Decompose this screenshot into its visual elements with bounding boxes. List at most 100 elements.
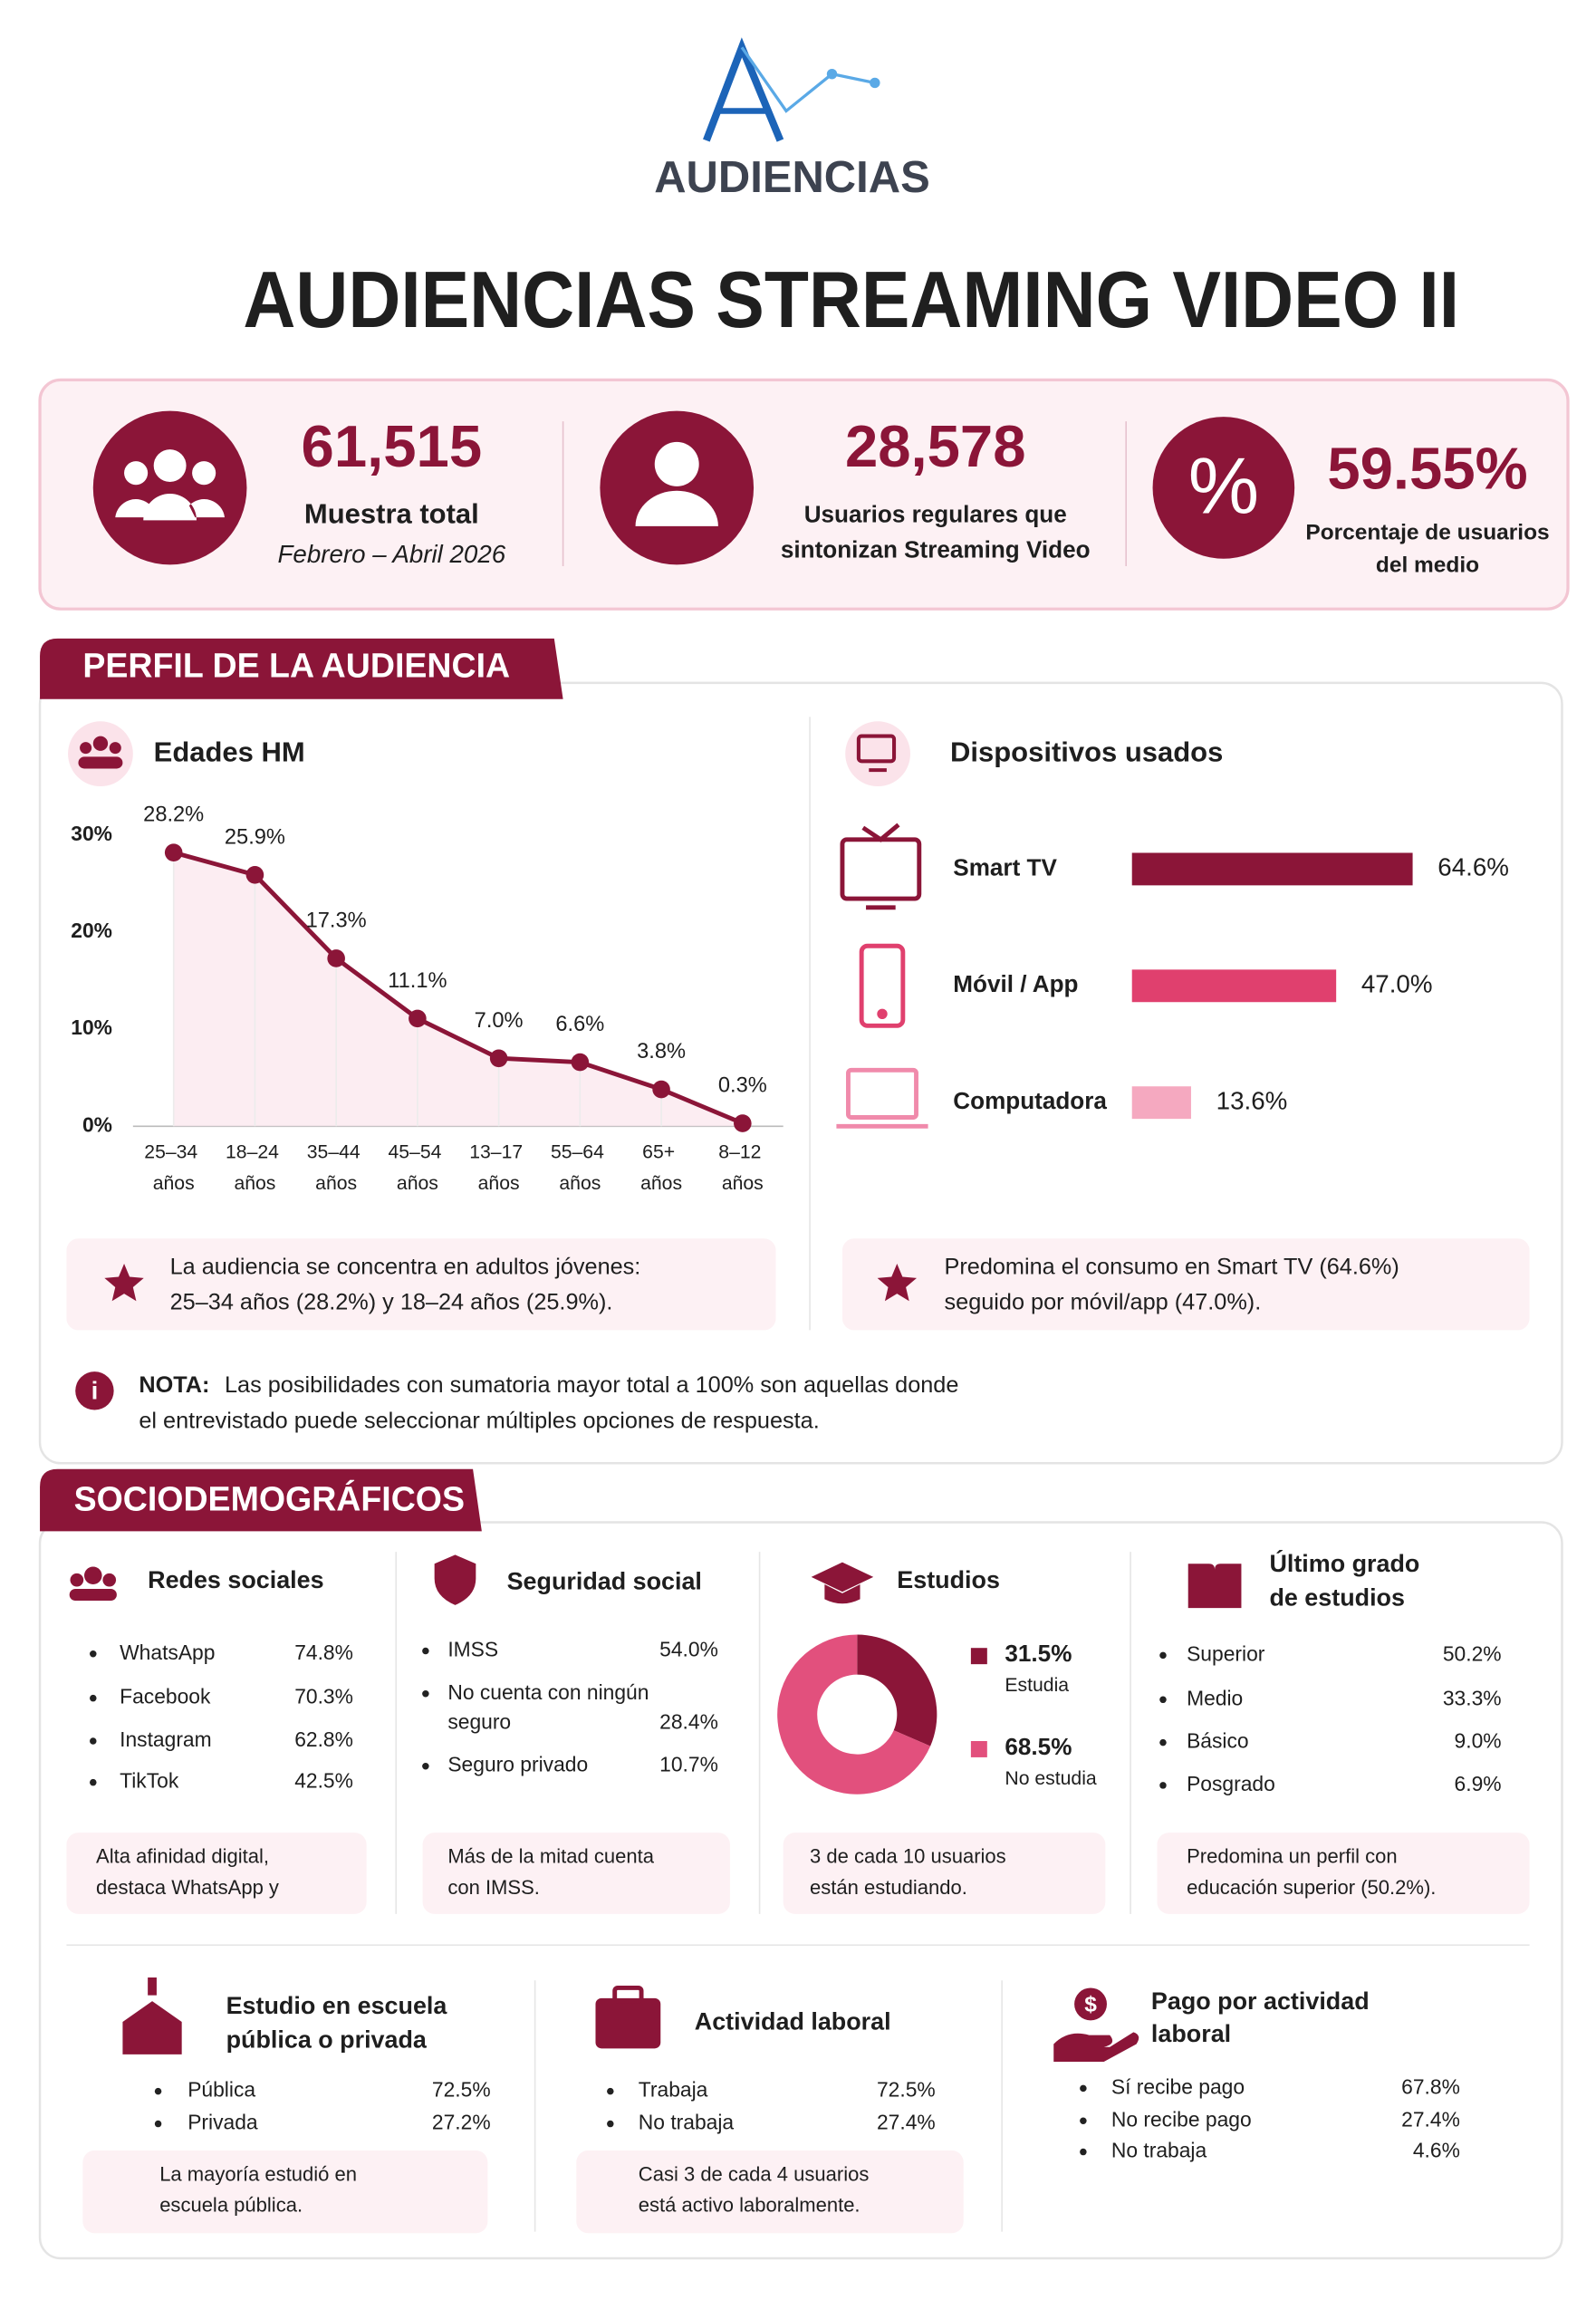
bullet bbox=[1080, 2117, 1087, 2125]
note-text: Alta afinidad digital, bbox=[96, 1845, 269, 1868]
point bbox=[489, 1049, 508, 1068]
item-label: Seguro privado bbox=[447, 1753, 588, 1776]
point bbox=[409, 1009, 427, 1028]
y-tick-label: 0% bbox=[82, 1112, 112, 1136]
card-title: de estudios bbox=[1269, 1583, 1405, 1611]
y-tick-label: 30% bbox=[71, 822, 112, 845]
kpi-icon bbox=[600, 410, 755, 565]
note-box bbox=[1157, 1833, 1530, 1914]
data-label: 28.2% bbox=[143, 803, 204, 827]
logo-line bbox=[740, 46, 876, 113]
data-label: 7.0% bbox=[475, 1009, 524, 1033]
kpi-value: 59.55% bbox=[1327, 435, 1527, 501]
y-tick-label: 10% bbox=[71, 1015, 112, 1039]
note-text: destaca WhatsApp y bbox=[96, 1876, 279, 1899]
item-value: 10.7% bbox=[659, 1753, 718, 1776]
bullet bbox=[154, 2087, 162, 2095]
x-tick-label: 25–34 años bbox=[144, 1141, 203, 1193]
note-box bbox=[422, 1833, 730, 1914]
category-label: Móvil / App bbox=[953, 970, 1078, 997]
note-text: Las posibilidades con sumatoria mayor to… bbox=[225, 1372, 958, 1398]
item-value: 50.2% bbox=[1443, 1641, 1502, 1665]
item-value: 72.5% bbox=[877, 2078, 936, 2102]
star-icon bbox=[104, 1264, 144, 1302]
note-text: Predomina el consumo en Smart TV (64.6%) bbox=[945, 1255, 1399, 1280]
card-icon bbox=[69, 1554, 1242, 2063]
item-label: Instagram bbox=[120, 1727, 212, 1751]
note-box bbox=[66, 1833, 367, 1914]
note-text: seguido por móvil/app (47.0%). bbox=[945, 1290, 1262, 1315]
divider bbox=[66, 1552, 1530, 2232]
note-text: el entrevistado puede seleccionar múltip… bbox=[139, 1408, 819, 1433]
data-label: 25.9% bbox=[225, 825, 285, 849]
kpi-label: del medio bbox=[1376, 553, 1479, 577]
donut-segment bbox=[777, 1634, 931, 1795]
line bbox=[173, 850, 744, 1126]
item-label: Facebook bbox=[120, 1685, 211, 1708]
device-icon bbox=[859, 943, 906, 1028]
category-label: Computadora bbox=[953, 1087, 1107, 1114]
note-text: 3 de cada 10 usuarios bbox=[810, 1845, 1006, 1868]
device-icon bbox=[840, 823, 922, 910]
chart-icon bbox=[856, 734, 897, 773]
svg-text:%: % bbox=[1188, 441, 1259, 531]
note-text: está activo laboralmente. bbox=[639, 2194, 860, 2217]
item-label: Privada bbox=[187, 2111, 258, 2134]
note-box bbox=[841, 1238, 1530, 1331]
chart-title: Edades HM bbox=[154, 736, 305, 767]
data-label: 3.8% bbox=[637, 1040, 686, 1063]
note-text: Predomina un perfil con bbox=[1187, 1845, 1398, 1868]
item-value: 67.8% bbox=[1401, 2074, 1460, 2098]
kpi-icon bbox=[92, 410, 247, 565]
legend-label: No estudia bbox=[1005, 1768, 1097, 1789]
item-label: No trabaja bbox=[639, 2111, 735, 2134]
item-label: Pública bbox=[187, 2078, 255, 2102]
bullet bbox=[1159, 1696, 1167, 1704]
note-box bbox=[82, 2150, 488, 2234]
card-title: Pago por actividad bbox=[1151, 1987, 1370, 2015]
section-heading: PERFIL DE LA AUDIENCIA bbox=[82, 646, 510, 684]
data-label: 13.6% bbox=[1216, 1087, 1288, 1115]
bullet bbox=[1159, 1651, 1167, 1660]
chart-icon bbox=[845, 721, 910, 787]
device-icon bbox=[836, 1067, 928, 1129]
category-label: Smart TV bbox=[953, 853, 1057, 880]
item-label: Trabaja bbox=[639, 2078, 708, 2102]
item-label: Posgrado bbox=[1187, 1772, 1275, 1795]
note-text: Más de la mitad cuenta bbox=[447, 1845, 654, 1868]
bullet bbox=[607, 2087, 614, 2095]
kpi-sub: Febrero – Abril 2026 bbox=[278, 540, 506, 568]
bullet bbox=[1159, 1738, 1167, 1746]
legend-swatch bbox=[970, 1648, 987, 1665]
card-title: Estudio en escuela bbox=[226, 1992, 448, 2019]
section-heading: SOCIODEMOGRÁFICOS bbox=[74, 1480, 465, 1518]
star-icon bbox=[877, 1264, 918, 1302]
info-icon: i bbox=[91, 1376, 99, 1404]
chart-title: Dispositivos usados bbox=[950, 736, 1223, 767]
logo bbox=[703, 37, 880, 142]
kpi-label: Porcentaje de usuarios bbox=[1305, 521, 1549, 545]
bullet bbox=[422, 1762, 429, 1770]
x-tick-label: 8–12 años bbox=[718, 1141, 766, 1193]
data-label: 17.3% bbox=[306, 909, 367, 932]
brand: AUDIENCIAS bbox=[654, 153, 930, 202]
item-label: seguro bbox=[447, 1709, 511, 1733]
info-icon bbox=[75, 1371, 114, 1410]
note-box bbox=[66, 1238, 776, 1331]
item-value: 27.2% bbox=[432, 2111, 491, 2134]
x-tick-label: 13–17 años bbox=[469, 1141, 528, 1193]
bullet bbox=[90, 1650, 97, 1658]
data-label: 6.6% bbox=[555, 1013, 604, 1036]
logo-dot bbox=[870, 77, 880, 89]
note-box bbox=[576, 2150, 964, 2234]
card-title: pública o privada bbox=[226, 2026, 428, 2053]
item-label: IMSS bbox=[447, 1637, 498, 1660]
data-label: 68.5% bbox=[1005, 1733, 1072, 1760]
data-label: 31.5% bbox=[1005, 1640, 1072, 1667]
kpi-value: 28,578 bbox=[845, 413, 1026, 479]
point bbox=[164, 843, 183, 861]
point bbox=[652, 1080, 670, 1099]
card-title: laboral bbox=[1151, 2020, 1231, 2047]
item-label: Medio bbox=[1187, 1686, 1243, 1709]
